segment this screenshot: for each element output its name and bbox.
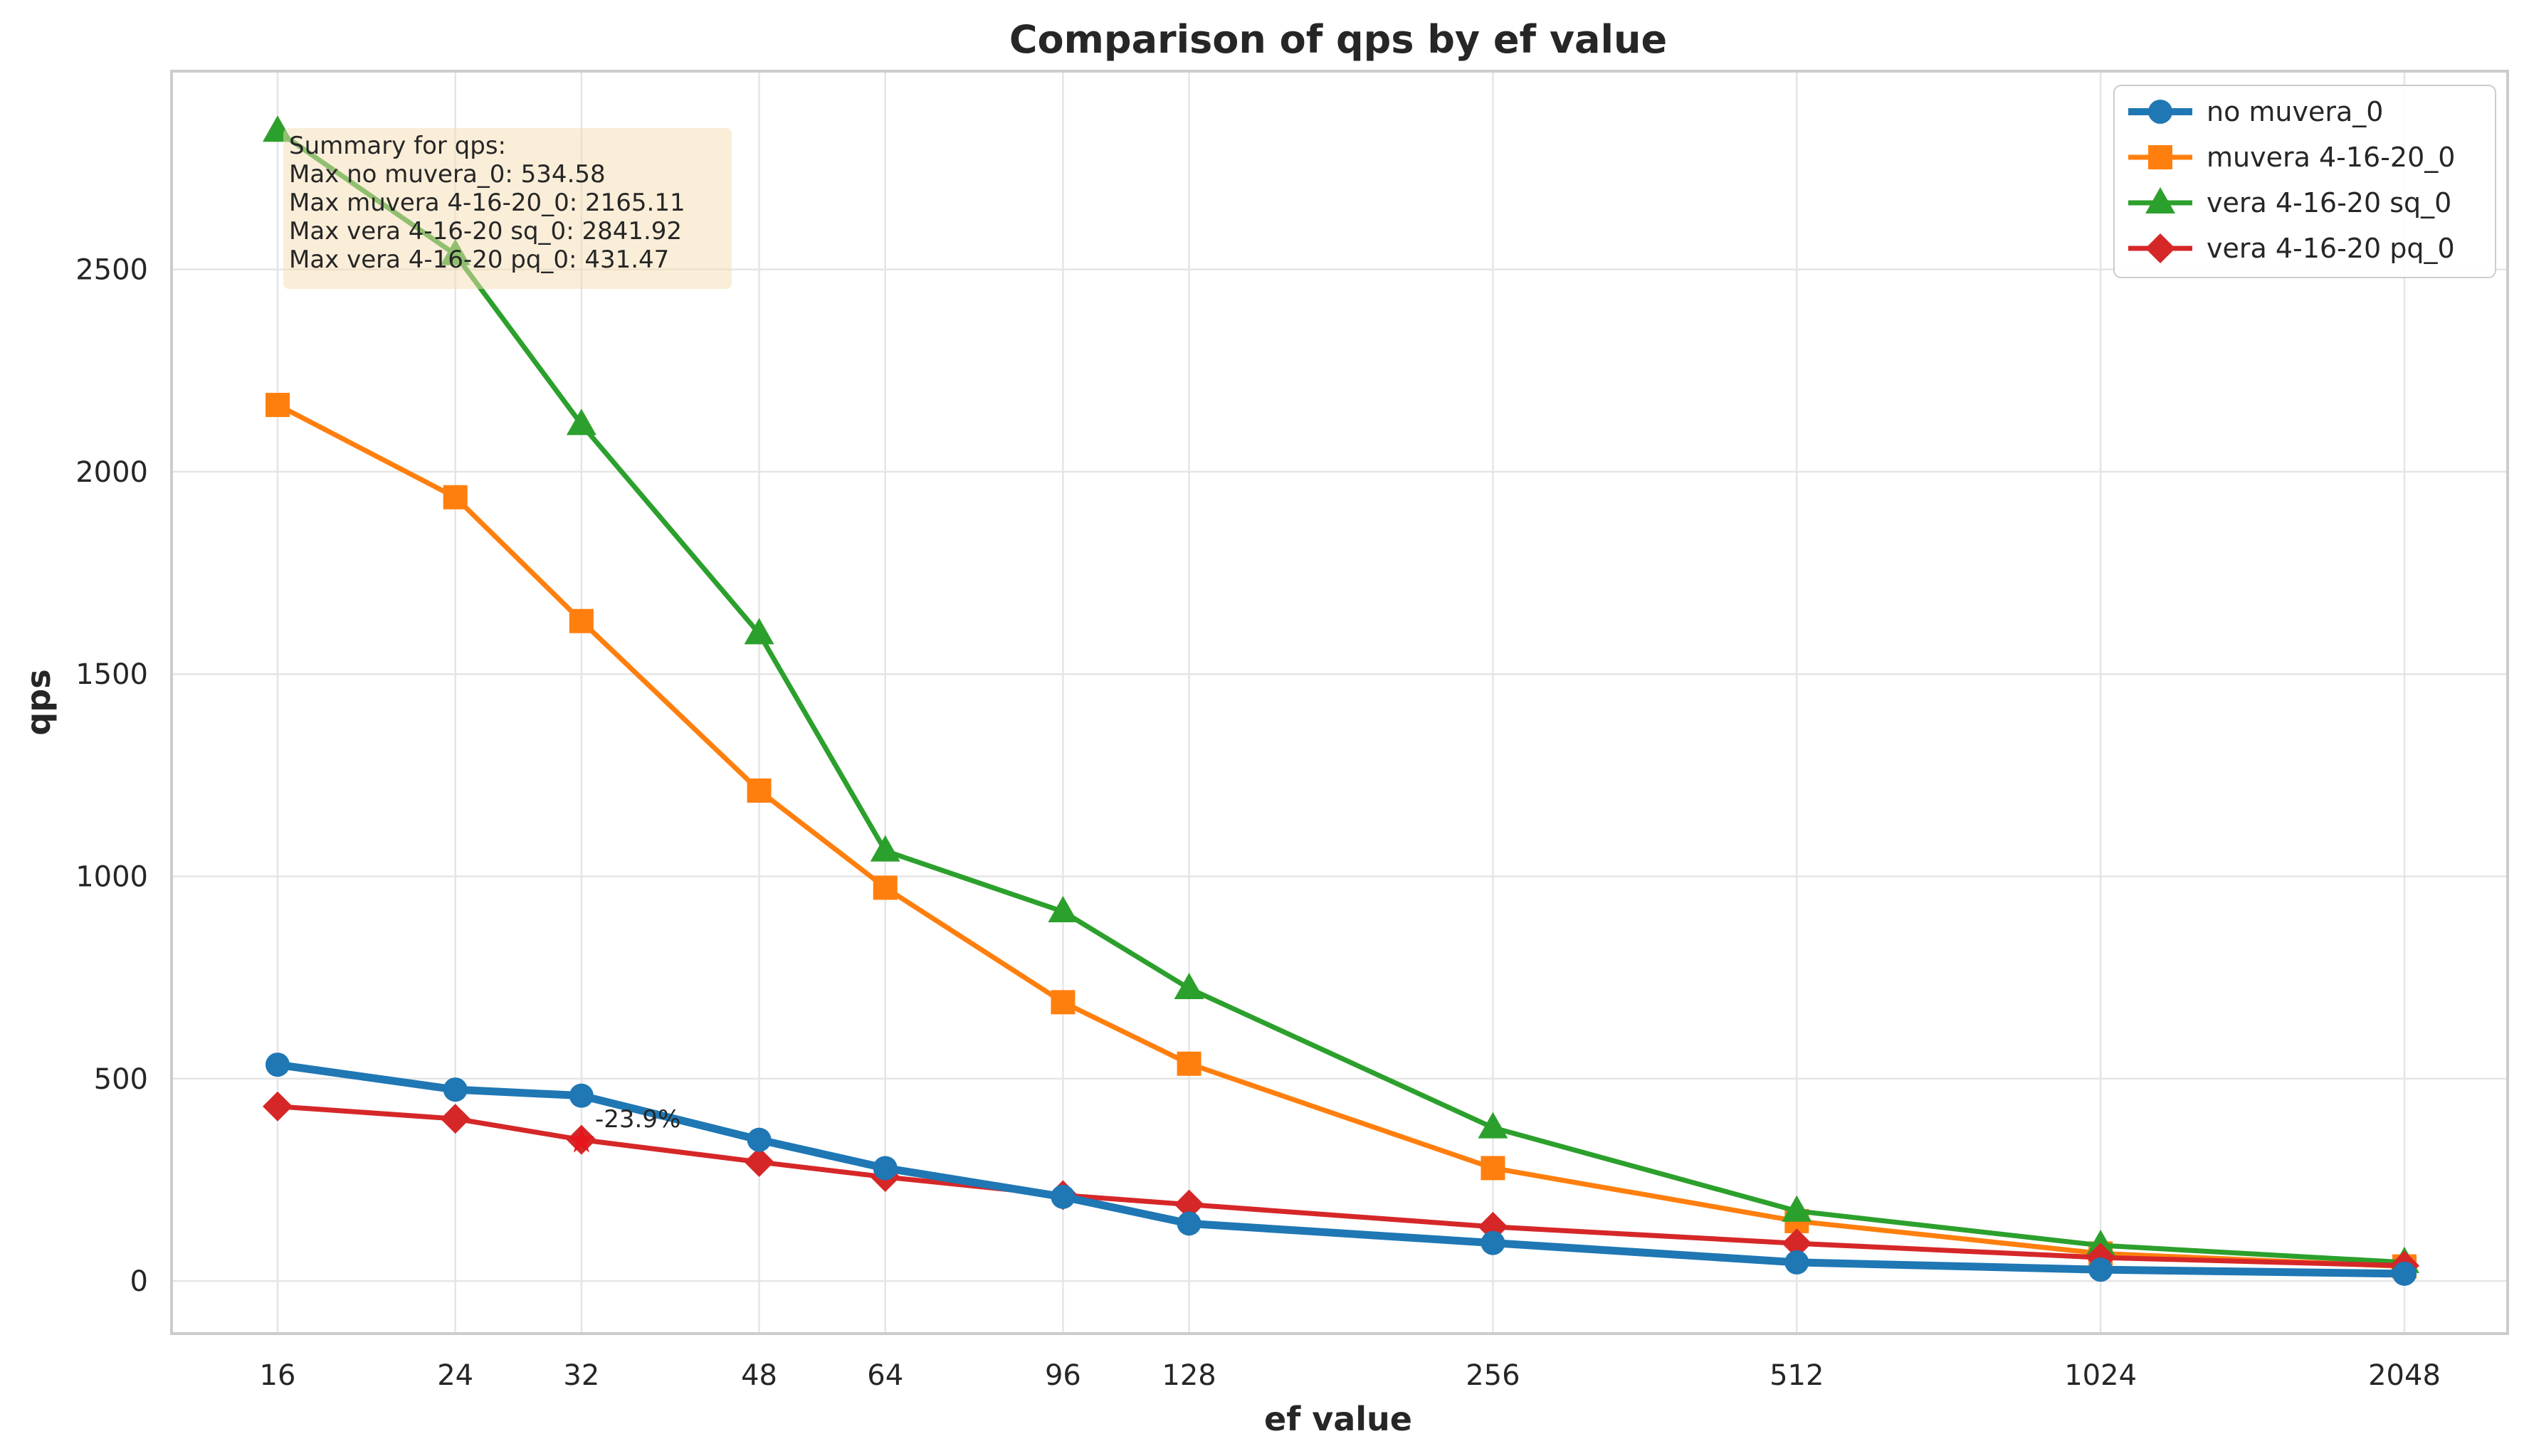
data-point [263,1091,293,1122]
legend-marker [2145,187,2175,213]
data-point [1177,1211,1201,1236]
data-point [1051,990,1076,1015]
x-axis-label: ef value [1264,1400,1412,1438]
data-point [1174,972,1204,999]
data-point [566,408,596,436]
data-point [1051,1184,1076,1209]
data-point [1174,1189,1204,1220]
annotation-marker [568,1127,594,1153]
y-tick-label: 500 [94,1063,148,1096]
data-point [873,1156,898,1181]
y-axis-label: qps [19,669,58,735]
y-tick-label: 0 [130,1265,148,1298]
x-tick-label: 64 [867,1359,903,1392]
legend-markers [2128,100,2192,263]
legend-frame [2113,85,2496,278]
legend-marker [2148,145,2172,169]
data-point [1481,1156,1505,1181]
x-tick-label: 1024 [2064,1359,2137,1392]
chart-title: Comparison of qps by ef value [1009,17,1667,62]
data-point [744,1146,774,1177]
summary-line: Max vera 4-16-20 pq_0: 431.47 [289,246,669,274]
data-point [265,1053,290,1077]
data-point [440,1104,470,1134]
legend-marker [2148,100,2172,124]
legend: no muvera_0 muvera 4-16-20_0 vera 4-16-2… [2113,85,2496,278]
summary-line: Max vera 4-16-20 sq_0: 2841.92 [289,217,682,246]
y-tick-label: 2000 [75,456,148,489]
x-axis-ticks: 16 24 32 48 64 96 128 256 512 1024 2048 [260,1359,2441,1392]
y-tick-label: 1000 [75,860,148,893]
x-tick-label: 32 [563,1359,599,1392]
data-point [569,608,594,633]
data-point [443,1077,468,1102]
data-point [747,778,772,803]
annotation-label: -23.9% [595,1105,680,1134]
legend-label: muvera 4-16-20_0 [2207,142,2455,173]
x-tick-label: 24 [437,1359,473,1392]
y-axis-ticks: 0 500 1000 1500 2000 2500 [75,254,148,1298]
data-point [1177,1051,1201,1076]
plot-frame [170,70,2509,1335]
data-point [747,1127,772,1152]
legend-label: vera 4-16-20 pq_0 [2207,233,2455,264]
data-point [1048,895,1078,922]
data-point [1784,1250,1809,1275]
data-point [873,875,898,900]
annotations: -23.9% [568,1105,680,1153]
x-tick-label: 512 [1770,1359,1824,1392]
data-point [2088,1257,2113,1282]
data-point [569,1083,594,1108]
x-tick-label: 96 [1045,1359,1081,1392]
legend-label: no muvera_0 [2207,96,2383,127]
y-tick-label: 2500 [75,254,148,287]
x-tick-label: 48 [741,1359,777,1392]
legend-label: vera 4-16-20 sq_0 [2207,187,2451,218]
data-series [263,115,2419,1286]
data-point [443,485,468,510]
x-tick-label: 16 [260,1359,296,1392]
data-point [1478,1112,1508,1139]
data-point [744,618,774,645]
series-0 [265,1053,2417,1286]
x-tick-label: 256 [1466,1359,1520,1392]
summary-line: Max no muvera_0: 534.58 [289,160,606,189]
data-point [2392,1261,2417,1286]
summary-box: Summary for qps: Max no muvera_0: 534.58… [283,128,732,289]
summary-box-background [283,128,732,289]
data-point [1782,1228,1812,1259]
summary-line: Summary for qps: [289,132,506,160]
data-point [265,393,290,418]
data-point [870,835,900,862]
summary-line: Max muvera 4-16-20_0: 2165.11 [289,189,685,217]
x-tick-label: 2048 [2368,1359,2441,1392]
data-point [1481,1230,1505,1255]
x-tick-label: 128 [1162,1359,1216,1392]
data-point [1782,1195,1812,1222]
legend-marker [2145,233,2175,263]
y-tick-label: 1500 [75,658,148,691]
